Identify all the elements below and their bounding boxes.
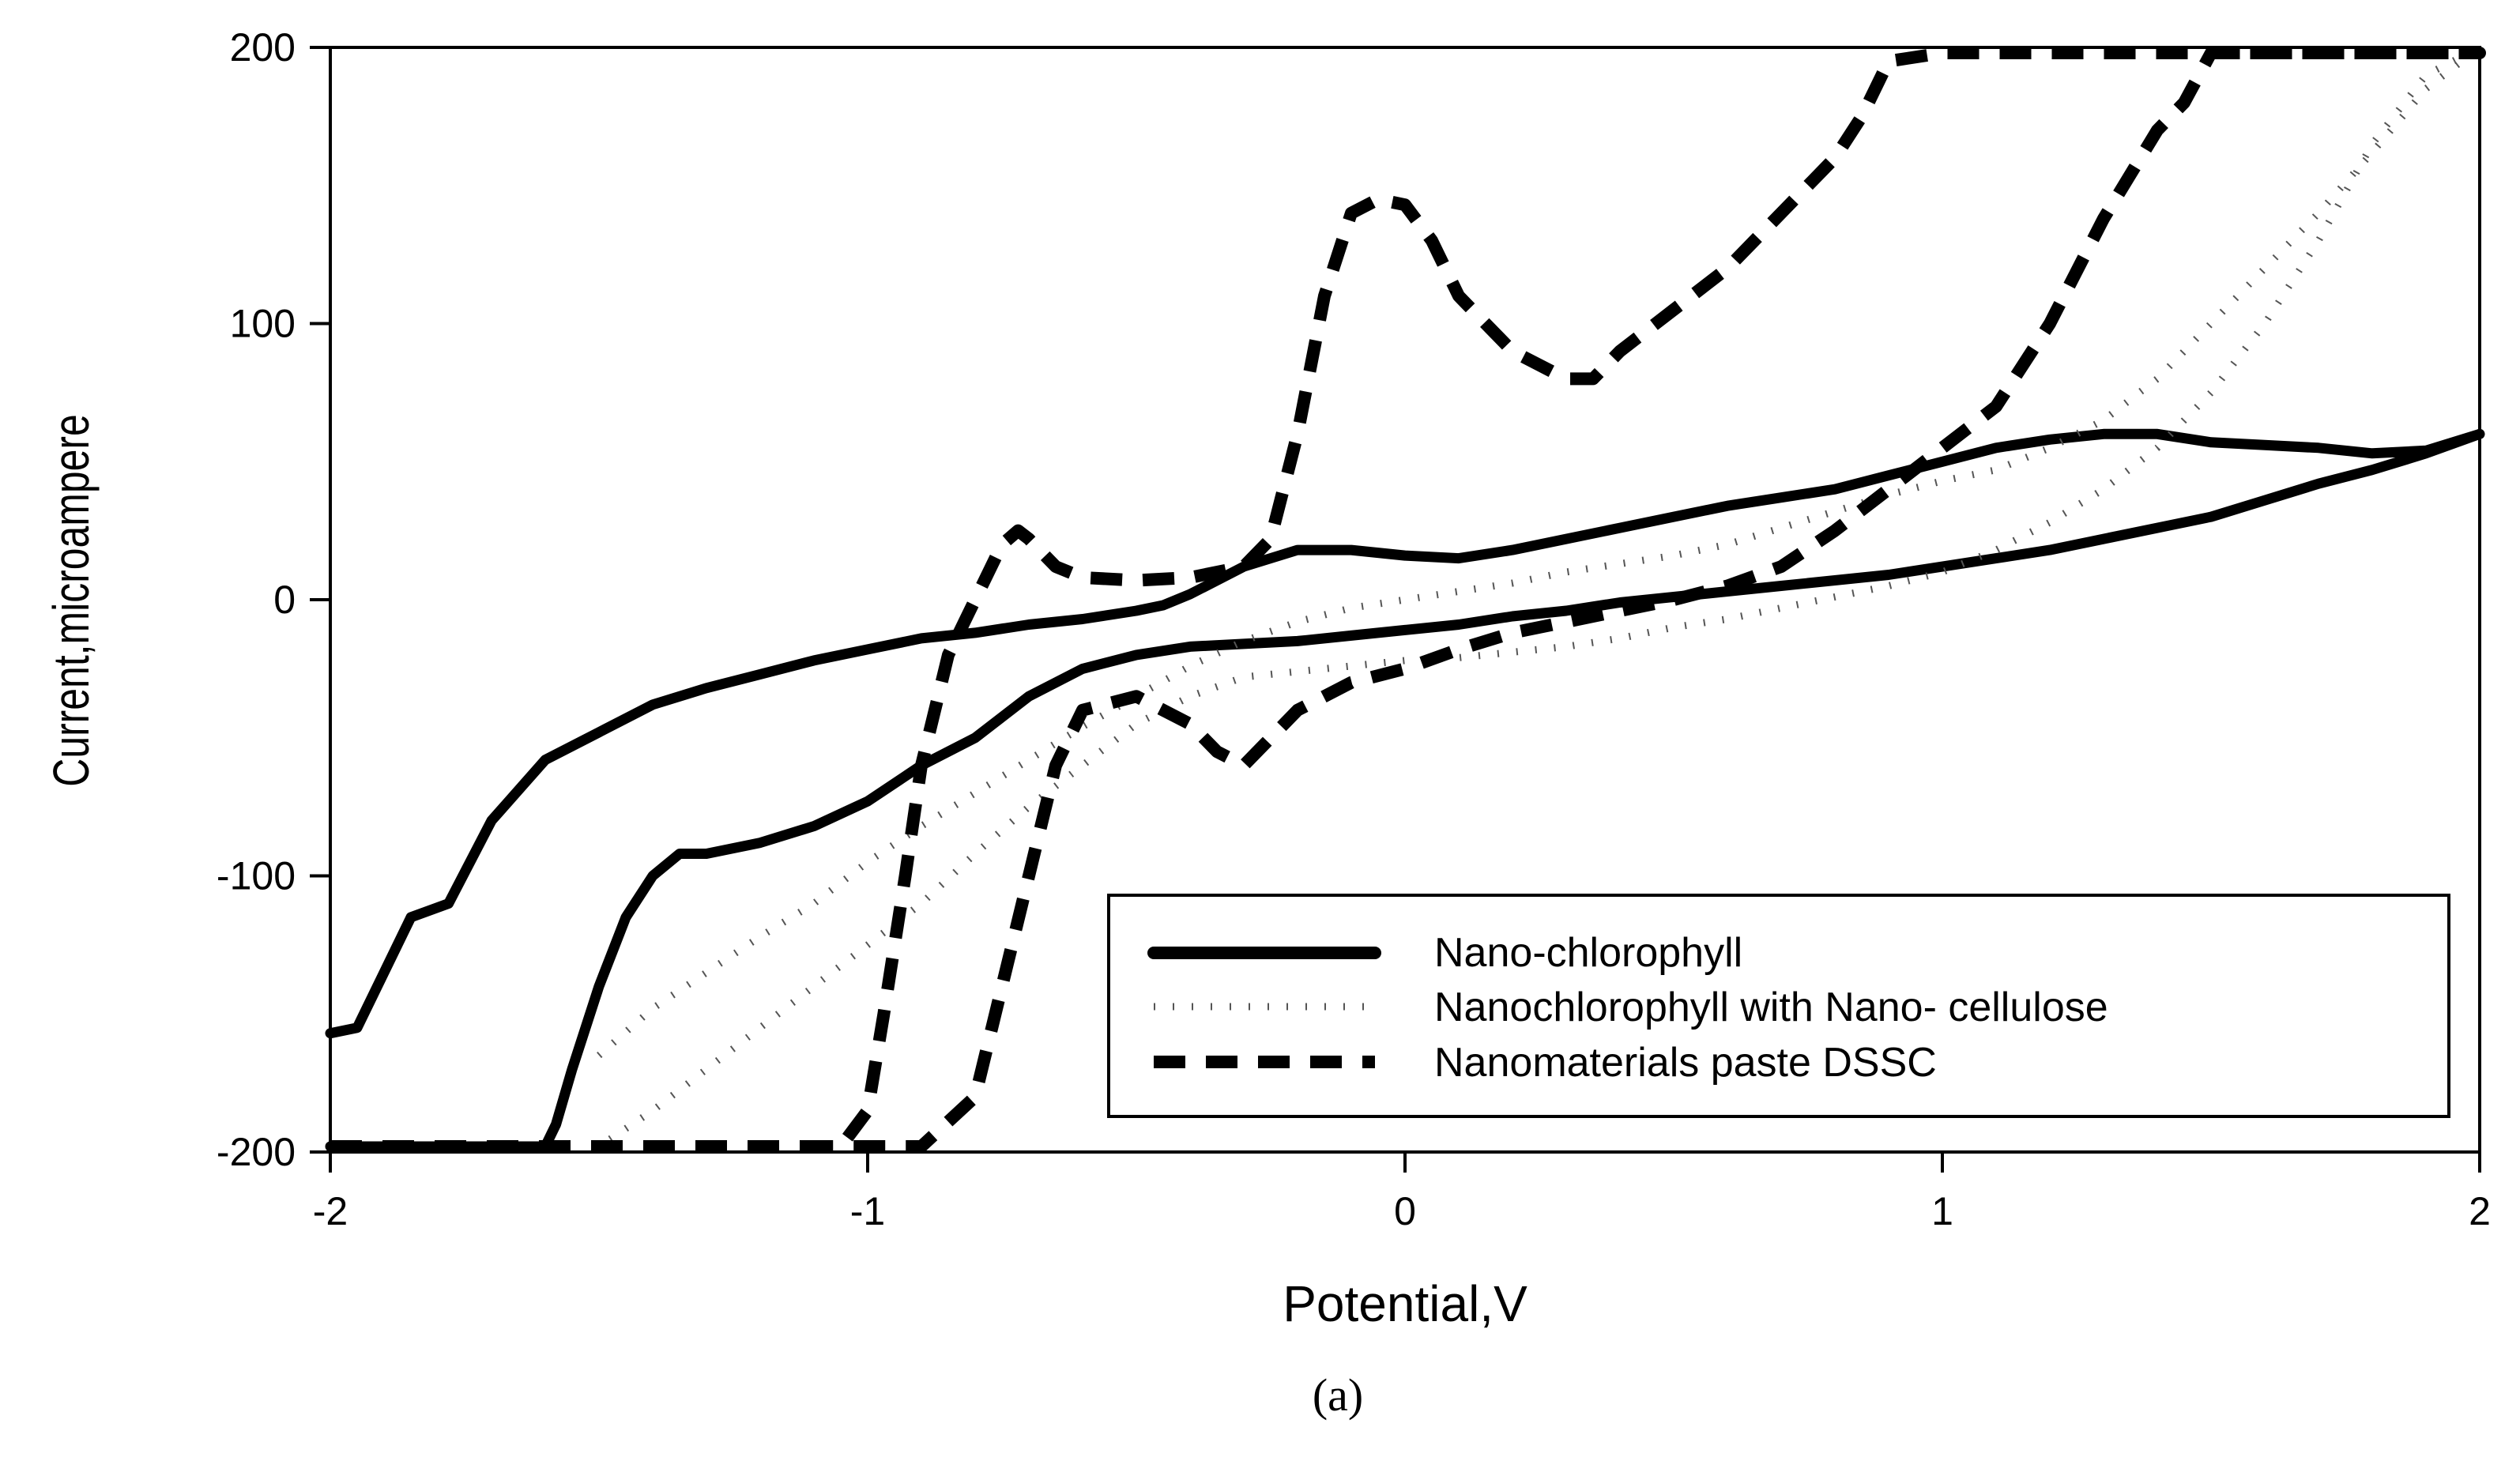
x-tick-label: 0	[1394, 1189, 1416, 1233]
legend: Nano-chlorophyll Nanochlorophyll with Na…	[1107, 894, 2450, 1118]
figure-caption: (a)	[1313, 1369, 1363, 1421]
series-layer	[325, 43, 2486, 1153]
y-tick-label: -200	[217, 1130, 296, 1174]
legend-label-nano-chlorophyll: Nano-chlorophyll	[1434, 930, 1742, 976]
y-tick-label: -100	[217, 854, 296, 898]
y-tick-label: 200	[230, 25, 296, 70]
y-tick-label: 100	[230, 302, 296, 346]
legend-label-nanomaterials-paste: Nanomaterials paste DSSC	[1434, 1040, 1937, 1086]
x-tick-label: -2	[313, 1189, 348, 1233]
legend-box	[1107, 894, 2450, 1118]
x-axis-ticks: -2 -1 0 1 2	[313, 1152, 2491, 1233]
series-line-3	[330, 47, 2486, 1153]
x-tick-label: -1	[850, 1189, 885, 1233]
y-axis-ticks: -200 -100 0 100 200	[217, 25, 330, 1174]
x-tick-label: 2	[2469, 1189, 2491, 1233]
x-tick-label: 1	[1931, 1189, 1953, 1233]
x-axis-title: Potential,V	[1283, 1275, 1527, 1332]
y-axis-title: Current,microampere	[43, 414, 100, 786]
y-tick-label: 0	[273, 578, 296, 622]
series-line-1	[325, 428, 2485, 1152]
legend-label-nanochlorophyll-cellulose: Nanochlorophyll with Nano- cellulose	[1434, 985, 2108, 1030]
